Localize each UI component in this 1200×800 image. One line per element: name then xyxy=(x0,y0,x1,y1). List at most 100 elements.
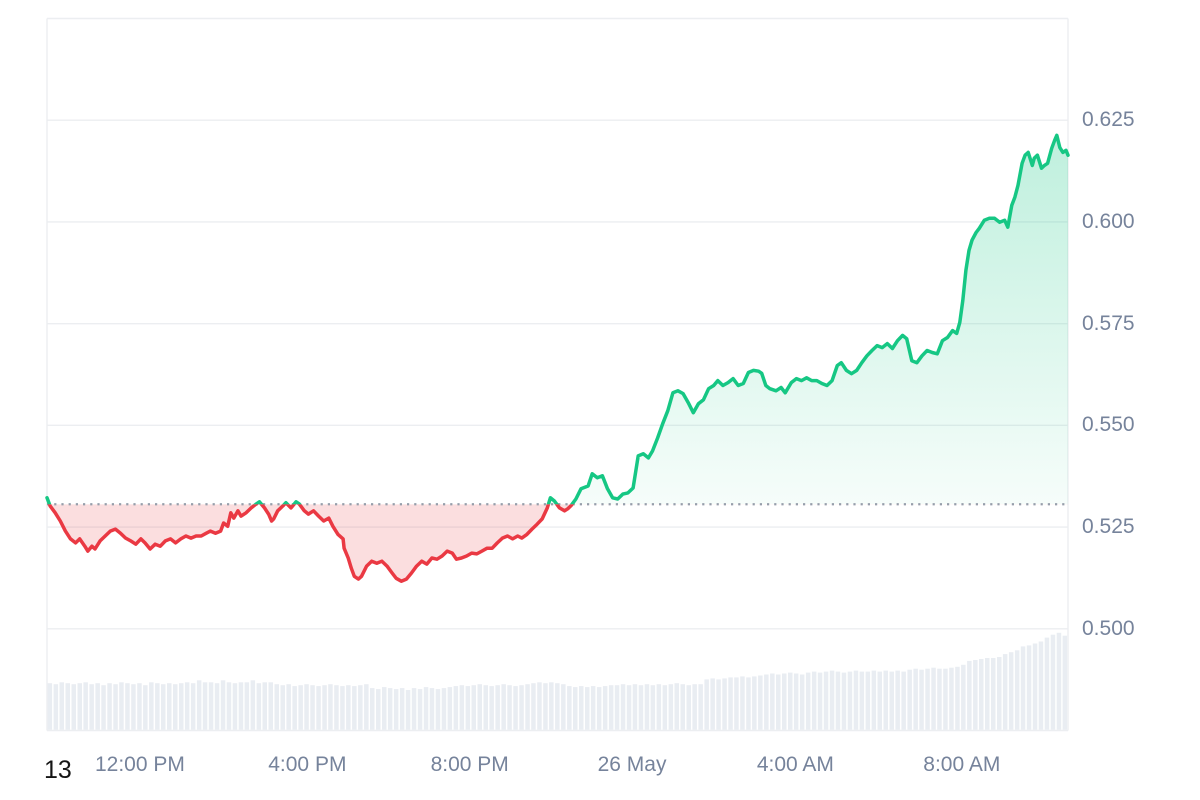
volume-bar xyxy=(835,671,841,730)
volume-bar xyxy=(799,674,805,730)
volume-bar xyxy=(382,687,387,730)
volume-bar xyxy=(59,682,64,730)
volume-bar xyxy=(793,673,799,730)
volume-bar xyxy=(184,682,190,730)
volume-bar xyxy=(943,668,948,730)
volume-bar xyxy=(65,683,70,730)
volume-bar xyxy=(405,690,411,730)
volume-bar xyxy=(632,684,638,730)
volume-bar xyxy=(149,682,154,730)
volume-bar xyxy=(155,683,160,730)
y-axis-label: 0.550 xyxy=(1082,413,1135,437)
volume-bar xyxy=(513,686,518,730)
volume-bar xyxy=(883,670,888,730)
volume-bar xyxy=(107,683,112,730)
volume-bar xyxy=(931,667,936,730)
volume-bar xyxy=(429,688,435,730)
volume-bar xyxy=(71,684,76,730)
y-axis-label: 0.600 xyxy=(1082,209,1135,233)
volume-bar xyxy=(602,686,608,730)
volume-bar xyxy=(674,683,679,730)
volume-bar xyxy=(537,682,542,730)
volume-bar xyxy=(519,685,524,730)
price-line-down xyxy=(47,504,575,583)
volume-bar xyxy=(125,683,130,730)
y-axis-label: 0.575 xyxy=(1082,311,1135,335)
volume-bar xyxy=(979,659,984,730)
volume-bar xyxy=(746,677,751,730)
volume-bar xyxy=(901,671,906,730)
volume-bar xyxy=(238,682,244,730)
volume-bar xyxy=(376,689,381,730)
volume-bar xyxy=(758,675,763,730)
volume-bar xyxy=(1020,646,1026,730)
volume-bar xyxy=(764,674,769,730)
volume-bar xyxy=(232,683,238,730)
volume-bar xyxy=(334,685,339,730)
volume-bar xyxy=(208,682,214,730)
volume-bar xyxy=(722,678,727,730)
volume-bar xyxy=(1038,641,1044,730)
volume-bar xyxy=(399,688,405,730)
volume-bar xyxy=(89,684,94,730)
volume-bar xyxy=(161,684,166,730)
volume-bar xyxy=(471,685,476,730)
volume-bar xyxy=(644,684,650,730)
volume-bar xyxy=(310,685,315,730)
volume-bar xyxy=(196,680,202,730)
volume-bar xyxy=(680,684,685,730)
price-area-down xyxy=(47,504,1068,582)
volume-bar xyxy=(101,685,106,730)
volume-bar xyxy=(925,668,930,730)
volume-bar xyxy=(662,685,668,730)
volume-bar xyxy=(1062,635,1068,730)
volume-bar xyxy=(877,671,882,730)
volume-bar xyxy=(447,687,453,730)
volume-bar xyxy=(853,670,859,730)
volume-bar xyxy=(113,684,118,730)
price-line-up xyxy=(45,133,1070,505)
volume-bar xyxy=(47,683,53,730)
y-axis-label: 0.525 xyxy=(1082,515,1135,539)
volume-bar xyxy=(274,684,279,730)
volume-bar xyxy=(322,685,327,730)
volume-bar xyxy=(531,683,536,730)
volume-bar xyxy=(1008,652,1014,730)
volume-bar xyxy=(214,683,220,730)
volume-bar xyxy=(507,685,512,730)
volume-bar xyxy=(256,683,262,730)
volume-bar xyxy=(1002,654,1008,730)
volume-bar xyxy=(286,684,291,730)
volume-bar xyxy=(782,673,787,730)
volume-bar xyxy=(77,683,82,730)
volume-bar xyxy=(411,688,417,730)
volume-bar xyxy=(543,683,548,730)
volume-bar xyxy=(328,684,333,730)
volume-bar xyxy=(95,683,100,730)
volume-bar xyxy=(423,687,429,730)
volume-bar xyxy=(650,685,656,730)
volume-bar xyxy=(483,685,488,730)
volume-bar xyxy=(919,669,924,730)
volume-bar xyxy=(895,670,900,730)
x-axis-label: 8:00 PM xyxy=(430,753,509,776)
gridlines xyxy=(46,17,1069,732)
volume-bar xyxy=(614,685,620,730)
volume-bar xyxy=(579,686,584,730)
x-axis-label: 12:00 PM xyxy=(94,753,185,776)
volume-bar xyxy=(913,668,918,730)
x-axis-label: 26 May xyxy=(597,753,667,776)
volume-bar xyxy=(173,684,178,730)
volume-bar xyxy=(596,687,602,730)
volume-bar xyxy=(179,683,184,730)
volume-bar xyxy=(698,684,703,730)
volume-bar xyxy=(1026,645,1032,730)
volume-bar xyxy=(280,685,285,730)
volume-bar xyxy=(776,674,781,730)
volume-bar xyxy=(441,688,447,730)
page-number: 13 xyxy=(44,756,72,784)
volume-bar xyxy=(250,680,256,730)
volume-bar xyxy=(590,686,596,730)
volume-bar xyxy=(525,684,530,730)
